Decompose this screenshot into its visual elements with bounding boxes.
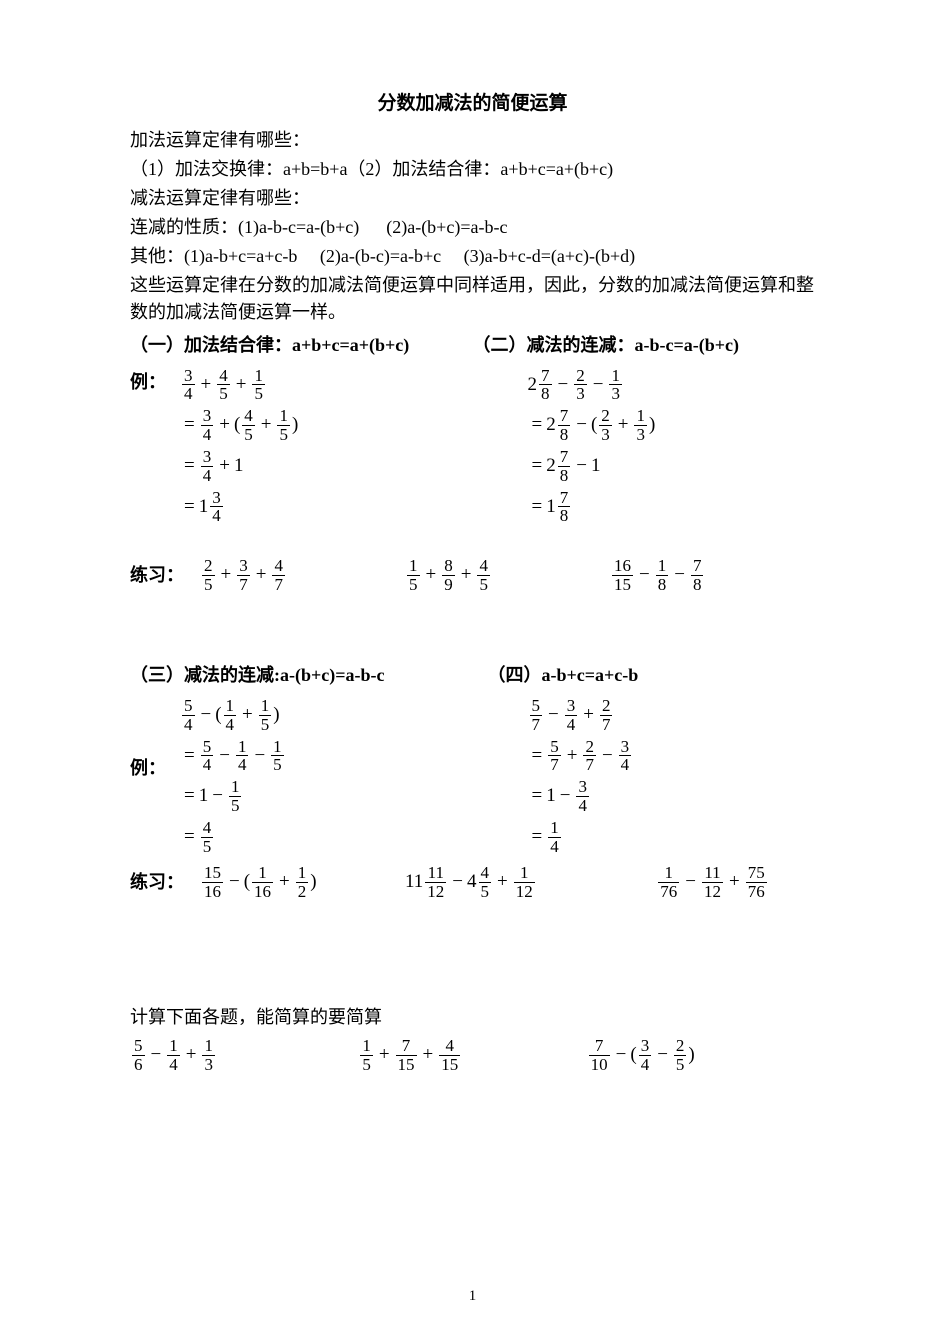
pr1-a: 25 + 37 + 47 (200, 555, 405, 596)
intro-line-3: 减法运算定律有哪些： (130, 185, 815, 212)
example-1-left: 34 + 45 + 15 = 34 + ( 45 + 15 ) = 34 + 1 (180, 365, 468, 528)
section-1-headings: （一）加法结合律：a+b+c=a+(b+c) （二）减法的连减：a-b-c=a-… (130, 332, 815, 359)
ex1r-row4: = 1 78 (528, 489, 573, 526)
section-1-right-heading: （二）减法的连减：a-b-c=a-(b+c) (473, 332, 816, 359)
example-label-2: 例： (130, 695, 180, 782)
final-heading: 计算下面各题，能简算的要简算 (130, 1004, 815, 1031)
pr1-b: 15 + 89 + 45 (405, 555, 610, 596)
section-2-left-heading: （三）减法的连减:a-(b+c)=a-b-c (130, 662, 458, 689)
practice-label-2: 练习： (130, 869, 200, 896)
practice-row-1: 练习： 25 + 37 + 47 15 + 89 + 45 1615 − (130, 555, 815, 596)
ex1r-row3: = 2 78 − 1 (528, 448, 601, 485)
intro-line-1: 加法运算定律有哪些： (130, 127, 815, 154)
ex2l-row2: = 54 − 14 − 15 (180, 738, 286, 775)
ex1r-row1: 2 78 − 23 − 13 (528, 367, 624, 404)
intro-line-2: （1）加法交换律：a+b=b+a（2）加法结合律：a+b+c=a+(b+c) (130, 156, 815, 183)
pr1-c: 1615 − 18 − 78 (610, 555, 815, 596)
pr2-c: 176 − 1112 + 7576 (610, 862, 815, 903)
example-1-right: 2 78 − 23 − 13 = 2 78 − ( 23 + 13 ) = 2 (468, 365, 816, 528)
pr3-a: 56 − 14 + 13 (130, 1035, 358, 1076)
ex2r-row4: = 14 (528, 819, 563, 856)
section-1-left-heading: （一）加法结合律：a+b+c=a+(b+c) (130, 332, 473, 359)
ex2r-row2: = 57 + 27 − 34 (528, 738, 634, 775)
ex1l-row3: = 34 + 1 (180, 448, 243, 485)
example-2-left: 54 − ( 14 + 15 ) = 54 − 14 − 15 = 1 − 15 (180, 695, 468, 858)
ex2r-row1: 57 − 34 + 27 (528, 697, 615, 734)
ex2l-row1: 54 − ( 14 + 15 ) (180, 697, 280, 734)
ex1l-row1: 34 + 45 + 15 (180, 367, 267, 404)
pr2-a: 1516 − ( 116 + 12 ) (200, 862, 405, 903)
example-block-2: 例： 54 − ( 14 + 15 ) = 54 − 14 − 15 = 1 (130, 695, 815, 858)
example-label-1: 例： (130, 365, 180, 396)
ex1l-row2: = 34 + ( 45 + 15 ) (180, 407, 298, 444)
practice-row-3: 56 − 14 + 13 15 + 715 + 415 710 − ( 34 − (130, 1035, 815, 1076)
document-page: 分数加减法的简便运算 加法运算定律有哪些： （1）加法交换律：a+b=b+a（2… (0, 0, 945, 1337)
pr3-c: 710 − ( 34 − 25 ) (587, 1035, 815, 1076)
pr3-b: 15 + 715 + 415 (358, 1035, 586, 1076)
intro-line-6: 这些运算定律在分数的加减法简便运算中同样适用，因此，分数的加减法简便运算和整数的… (130, 272, 815, 326)
practice-label-1: 练习： (130, 562, 200, 589)
pr2-b: 11 1112 − 4 45 + 112 (405, 862, 610, 903)
section-2-headings: （三）减法的连减:a-(b+c)=a-b-c （四）a-b+c=a+c-b (130, 662, 815, 689)
intro-line-5: 其他：(1)a-b+c=a+c-b (2)a-(b-c)=a-b+c (3)a-… (130, 243, 815, 270)
section-2-right-heading: （四）a-b+c=a+c-b (458, 662, 816, 689)
ex2l-row3: = 1 − 15 (180, 778, 243, 815)
ex2l-row4: = 45 (180, 819, 215, 856)
ex1l-row4: = 1 34 (180, 489, 225, 526)
practice-row-2: 练习： 1516 − ( 116 + 12 ) 11 1112 − 4 45 +… (130, 862, 815, 903)
page-number: 1 (0, 1285, 945, 1308)
example-2-right: 57 − 34 + 27 = 57 + 27 − 34 = 1 − 34 = (468, 695, 816, 858)
page-title: 分数加减法的简便运算 (130, 90, 815, 119)
ex2r-row3: = 1 − 34 (528, 778, 591, 815)
ex1r-row2: = 2 78 − ( 23 + 13 ) (528, 407, 656, 444)
example-block-1: 例： 34 + 45 + 15 = 34 + ( 45 + 15 ) = 34 (130, 365, 815, 528)
intro-line-4: 连减的性质：(1)a-b-c=a-(b+c) (2)a-(b+c)=a-b-c (130, 214, 815, 241)
